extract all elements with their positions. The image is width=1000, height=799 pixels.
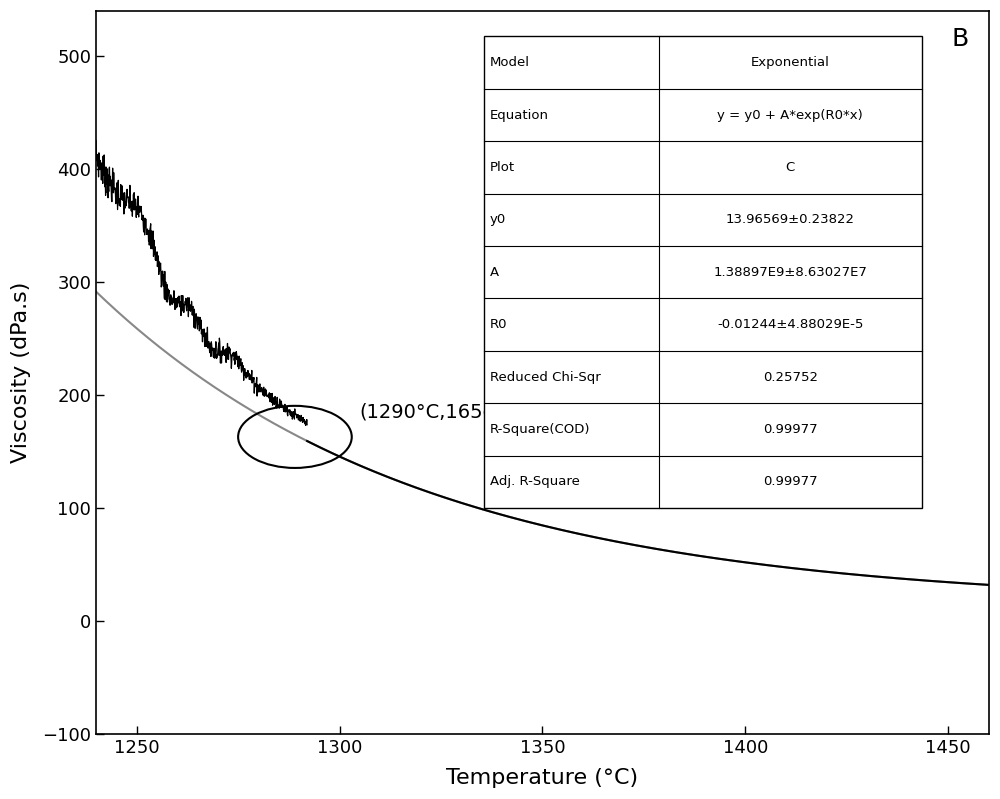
Text: Exponential: Exponential: [751, 56, 830, 69]
Text: 13.96569±0.23822: 13.96569±0.23822: [726, 213, 855, 226]
FancyBboxPatch shape: [484, 37, 922, 508]
Text: 0.99977: 0.99977: [763, 423, 818, 436]
Text: Adj. R-Square: Adj. R-Square: [490, 475, 580, 488]
Text: y = y0 + A*exp(R0*x): y = y0 + A*exp(R0*x): [717, 109, 863, 121]
Text: -0.01244±4.88029E-5: -0.01244±4.88029E-5: [717, 318, 863, 331]
Text: B: B: [952, 27, 969, 51]
Y-axis label: Viscosity (dPa.s): Viscosity (dPa.s): [11, 282, 31, 463]
Text: 1.38897E9±8.63027E7: 1.38897E9±8.63027E7: [713, 266, 867, 279]
Text: Reduced Chi-Sqr: Reduced Chi-Sqr: [490, 371, 601, 384]
Text: R0: R0: [490, 318, 507, 331]
Text: C: C: [786, 161, 795, 174]
Text: y0: y0: [490, 213, 506, 226]
Text: Equation: Equation: [490, 109, 549, 121]
Text: 0.25752: 0.25752: [763, 371, 818, 384]
Text: Model: Model: [490, 56, 530, 69]
Text: (1290°C,165dPa.s): (1290°C,165dPa.s): [360, 403, 542, 422]
Text: R-Square(COD): R-Square(COD): [490, 423, 590, 436]
Text: 0.99977: 0.99977: [763, 475, 818, 488]
Text: A: A: [490, 266, 499, 279]
Text: Plot: Plot: [490, 161, 515, 174]
X-axis label: Temperature (°C): Temperature (°C): [446, 768, 639, 788]
